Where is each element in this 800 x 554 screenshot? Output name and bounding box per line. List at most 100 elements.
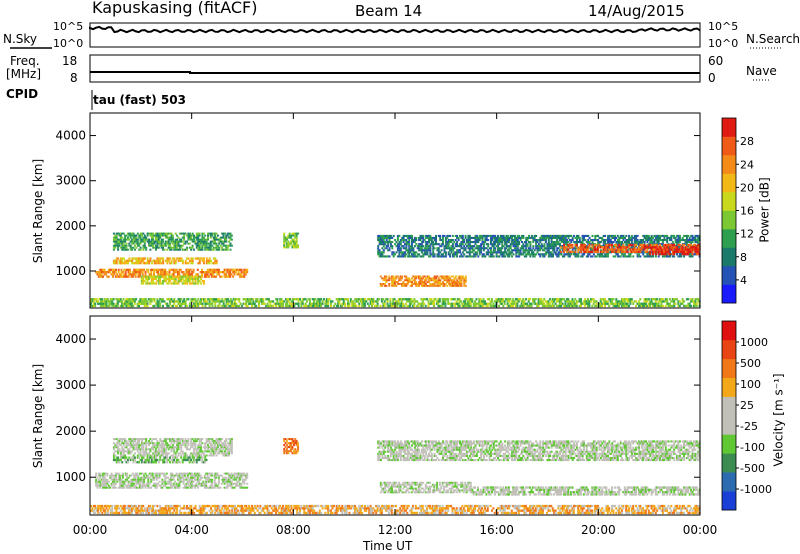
power-cell — [292, 232, 295, 235]
power-cell — [490, 234, 492, 237]
power-cell — [467, 304, 469, 308]
power-cell — [164, 234, 167, 237]
power-cell — [408, 247, 411, 250]
power-cell — [467, 251, 470, 254]
power-cell — [680, 246, 683, 249]
power-cell — [491, 304, 493, 308]
power-cell — [347, 300, 349, 303]
power-cell — [91, 298, 94, 301]
power-cell — [114, 262, 117, 265]
power-cell — [661, 300, 664, 303]
power-cell — [126, 300, 129, 303]
power-cell — [543, 302, 546, 305]
power-cell — [589, 300, 592, 303]
power-cell — [599, 253, 602, 256]
power-cell — [537, 298, 540, 301]
velocity-cell — [162, 448, 165, 451]
power-cell — [181, 277, 184, 281]
power-cell — [541, 304, 544, 308]
power-cell — [436, 281, 439, 283]
power-cell — [533, 302, 536, 305]
power-cell — [512, 298, 515, 301]
power-cell — [149, 244, 152, 247]
power-cell — [396, 243, 399, 246]
power-cell — [287, 236, 290, 239]
power-cell — [432, 277, 435, 280]
power-cell — [406, 251, 409, 254]
power-cell — [547, 241, 550, 244]
power-cell — [429, 283, 432, 285]
power-cell — [457, 251, 460, 254]
power-cell — [454, 284, 457, 287]
power-cell — [418, 239, 421, 242]
power-cell — [523, 245, 526, 248]
power-cell — [150, 300, 153, 303]
power-cell — [522, 302, 525, 305]
power-cell — [209, 268, 212, 271]
power-cell — [697, 252, 700, 256]
power-cell — [337, 298, 340, 301]
power-cell — [697, 250, 700, 253]
power-cell — [493, 304, 496, 308]
power-cell — [105, 271, 107, 274]
power-cell — [542, 236, 545, 239]
power-cell — [441, 304, 444, 308]
power-cell — [378, 234, 381, 237]
power-cell — [498, 251, 501, 254]
power-cell — [468, 255, 471, 258]
power-cell — [201, 232, 204, 235]
power-cell — [90, 304, 92, 308]
power-cell — [398, 255, 401, 258]
power-cell — [470, 247, 473, 250]
power-cell — [399, 239, 402, 242]
power-cell — [283, 240, 286, 243]
power-cell — [697, 248, 700, 251]
power-cell — [449, 247, 452, 250]
power-cell — [508, 255, 511, 258]
velocity-cell — [163, 438, 166, 441]
power-cell — [200, 238, 202, 241]
power-cell — [115, 257, 118, 260]
power-cell — [157, 240, 160, 243]
power-cell — [561, 236, 564, 239]
power-cell — [388, 241, 391, 244]
power-cell — [588, 236, 591, 239]
power-cell — [286, 304, 289, 308]
power-cell — [191, 257, 194, 260]
power-cell — [666, 243, 669, 247]
power-cell — [121, 242, 124, 245]
power-cell — [119, 240, 122, 243]
power-cell — [685, 298, 688, 301]
power-cell — [170, 259, 173, 262]
power-cell — [296, 302, 299, 305]
power-cell — [191, 262, 194, 265]
velocity-cell — [159, 440, 162, 443]
power-cell — [150, 234, 153, 237]
power-cell — [595, 255, 598, 258]
power-cell — [164, 275, 167, 278]
power-cell — [653, 241, 656, 244]
power-cell — [332, 304, 335, 308]
power-cell — [124, 234, 127, 237]
power-cell — [674, 236, 677, 239]
power-cell — [420, 281, 423, 283]
power-cell — [143, 240, 146, 243]
velocity-cell — [148, 442, 150, 445]
power-cell — [138, 273, 141, 276]
power-cell — [167, 246, 170, 249]
power-cell — [188, 232, 191, 235]
power-cell — [457, 236, 460, 239]
power-cell — [420, 234, 423, 237]
power-cell — [215, 242, 218, 245]
power-cell — [575, 300, 578, 303]
power-cell — [174, 244, 177, 247]
power-cell — [143, 242, 146, 245]
power-cell — [607, 239, 609, 242]
power-cell — [177, 275, 180, 278]
power-cell — [124, 248, 127, 251]
power-cell — [395, 245, 398, 248]
power-cell — [134, 273, 137, 276]
power-cell — [139, 262, 142, 265]
power-cell — [577, 247, 580, 250]
power-cell — [228, 244, 231, 247]
